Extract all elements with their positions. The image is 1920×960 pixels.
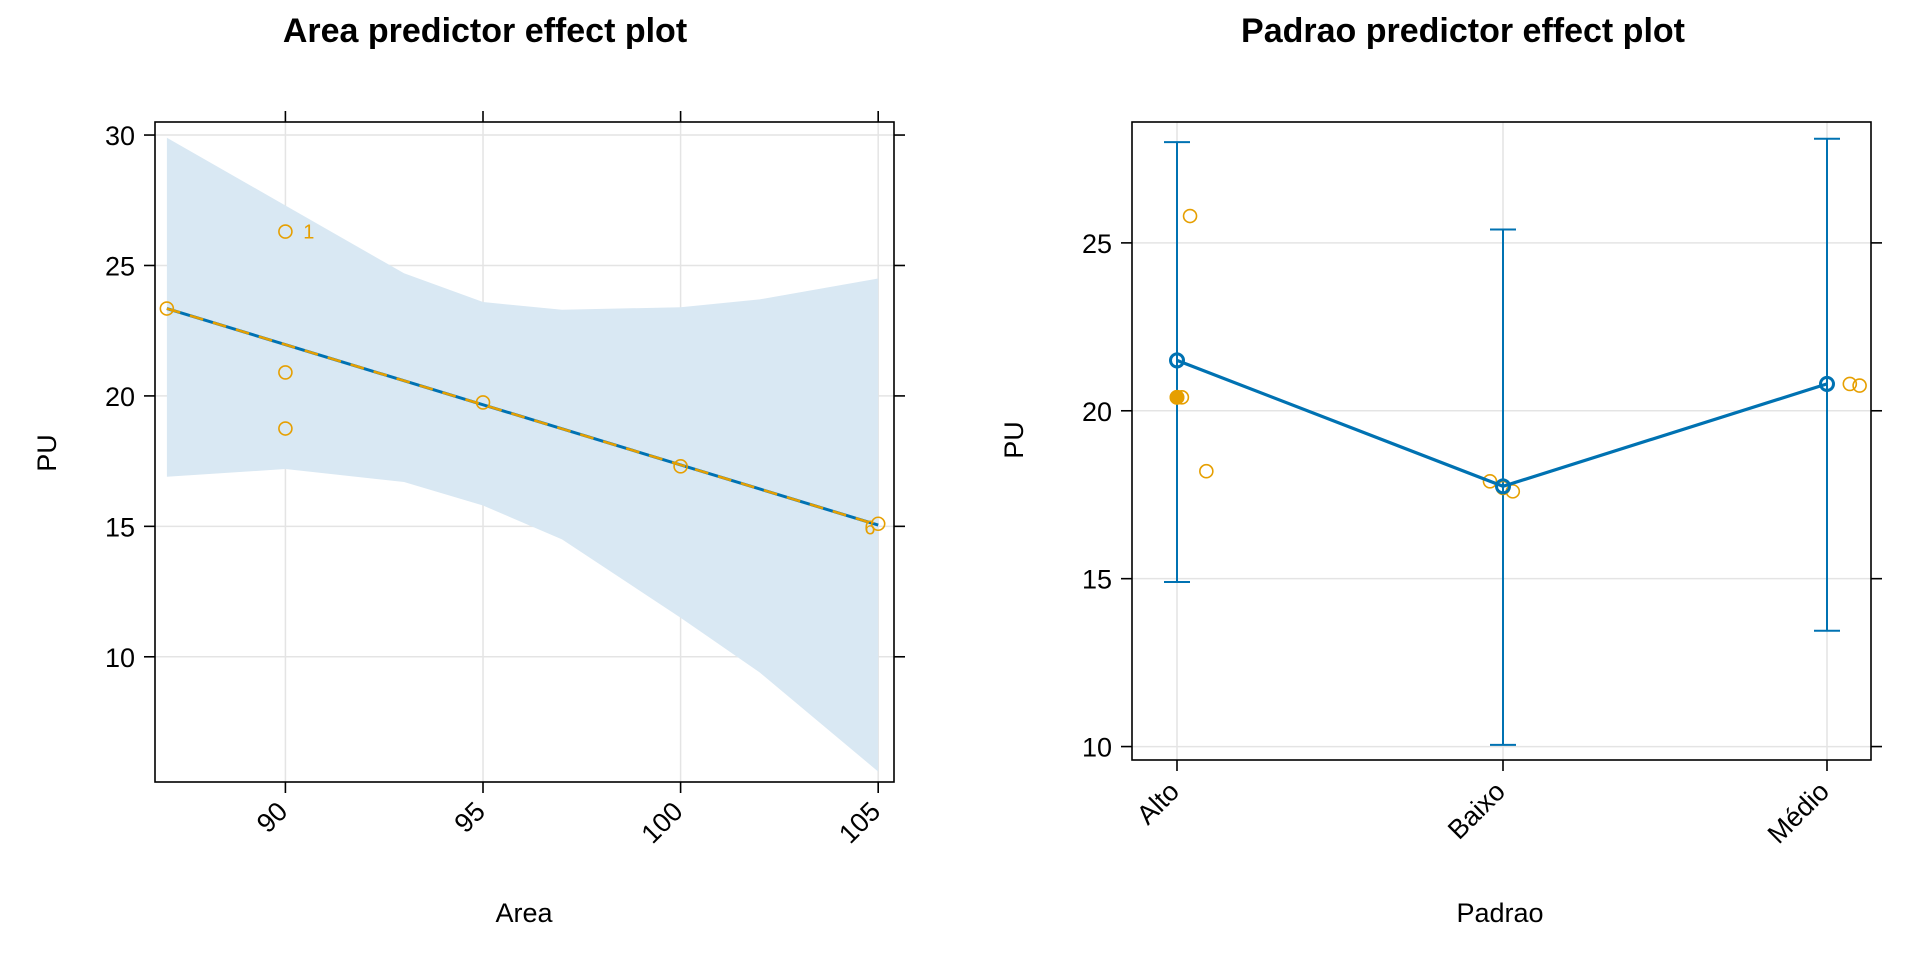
area-y-axis-label: PU (32, 434, 62, 472)
x-tick-label-Baixo: Baixo (1442, 776, 1511, 845)
y-tick-label-15: 15 (105, 512, 135, 542)
x-tick-label-105: 105 (833, 796, 886, 849)
area-confidence-band (166, 137, 879, 772)
area-x-axis-label: Area (495, 898, 553, 928)
y-tick-label-20: 20 (105, 382, 135, 412)
x-tick-label-Alto: Alto (1131, 776, 1185, 830)
area-point-1 (159, 301, 175, 316)
padrao-fit-point-Baixo (1495, 478, 1511, 495)
x-tick-label-90: 90 (251, 796, 293, 838)
area-point-label-6: 6 (864, 518, 875, 540)
padrao-point-5 (1482, 473, 1498, 489)
padrao-point-10 (1852, 378, 1867, 393)
padrao-y-axis-label: PU (999, 421, 1029, 459)
padrao-x-axis-label: Padrao (1456, 898, 1543, 928)
padrao-point-cluster-alto (1169, 389, 1185, 405)
padrao-point-9 (1842, 376, 1858, 392)
padrao-effect-panel: Padrao predictor effect plot Alto Baixo Mé… (999, 12, 1882, 928)
padrao-error-bars (1164, 137, 1840, 746)
area-point-7 (870, 516, 886, 532)
area-point-4 (278, 421, 293, 436)
area-plot-frame (154, 121, 895, 783)
padrao-data-points (1169, 208, 1867, 499)
area-point-3 (278, 365, 293, 380)
y-tick-label-15: 15 (1082, 565, 1112, 595)
area-point-labels: 16 (303, 222, 875, 540)
padrao-point-4 (1199, 463, 1214, 479)
area-point-6 (673, 459, 688, 474)
padrao-fit-line (1169, 352, 1835, 495)
area-axis-ticks: 90 95 100 105 10 15 20 25 30 (105, 111, 905, 849)
y-tick-label-25: 25 (1082, 229, 1112, 259)
padrao-fit-point-Alto (1169, 352, 1185, 369)
area-effect-panel: Area predictor effect plot 16 90 95 100 105… (32, 12, 905, 928)
padrao-axis-ticks: Alto Baixo Médio 10 15 20 25 (1082, 229, 1882, 849)
y-tick-label-20: 20 (1082, 397, 1112, 427)
area-point-label-1: 1 (303, 222, 314, 244)
padrao-point-1 (1182, 208, 1198, 224)
area-smoother-line (166, 307, 879, 527)
padrao-gridlines (1132, 122, 1871, 760)
y-tick-label-30: 30 (105, 121, 135, 151)
padrao-plot-frame (1131, 121, 1872, 761)
padrao-fit-point-Médio (1819, 375, 1835, 392)
y-tick-label-25: 25 (105, 251, 135, 281)
x-tick-label-95: 95 (449, 796, 491, 838)
y-tick-label-10: 10 (105, 643, 135, 673)
padrao-plot-title: Padrao predictor effect plot (1241, 12, 1685, 50)
x-tick-label-Médio: Médio (1762, 776, 1835, 849)
area-fit-lines (166, 307, 879, 527)
area-plot-title: Area predictor effect plot (283, 12, 687, 50)
y-tick-label-10: 10 (1082, 733, 1112, 763)
padrao-fit-line-path (1176, 358, 1828, 488)
area-data-points (159, 224, 886, 532)
area-point-5 (475, 395, 491, 410)
area-point-2 (278, 224, 293, 239)
x-tick-label-100: 100 (636, 796, 689, 849)
